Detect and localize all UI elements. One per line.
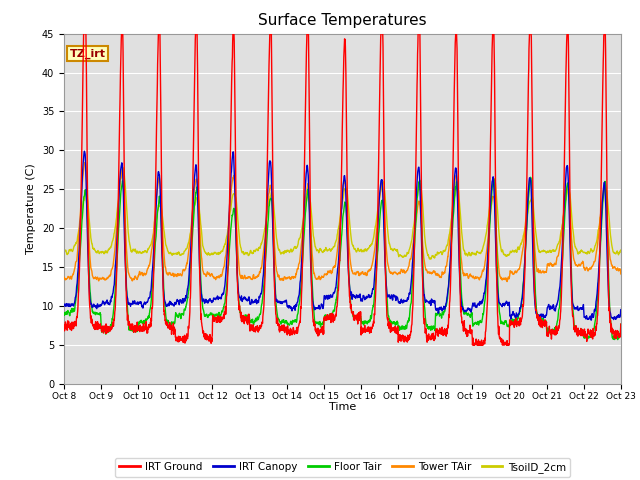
Y-axis label: Temperature (C): Temperature (C) [26,163,36,254]
Legend: IRT Ground, IRT Canopy, Floor Tair, Tower TAir, TsoilD_2cm: IRT Ground, IRT Canopy, Floor Tair, Towe… [115,457,570,477]
X-axis label: Time: Time [329,402,356,412]
Text: TZ_irt: TZ_irt [70,48,106,59]
Title: Surface Temperatures: Surface Temperatures [258,13,427,28]
